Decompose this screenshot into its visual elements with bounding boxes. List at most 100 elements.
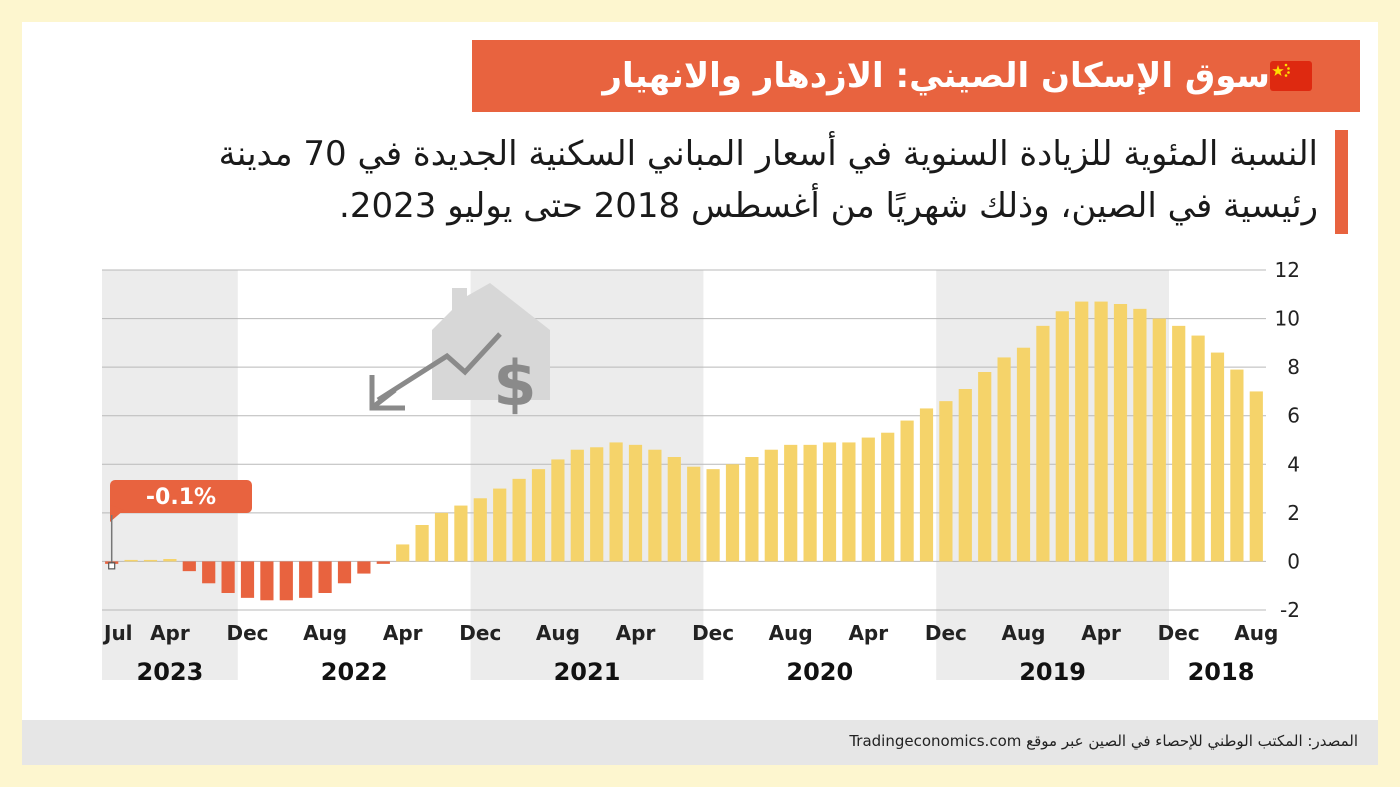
- year-label: 2021: [554, 658, 621, 686]
- chart-title: سوق الإسكان الصيني: الازدهار والانهيار: [602, 56, 1270, 96]
- bar-2021-11: [493, 488, 507, 562]
- bar-2021-08: [551, 459, 565, 562]
- source-footer: المصدر: المكتب الوطني للإحصاء في الصين ع…: [22, 720, 1378, 765]
- y-tick-label: 0: [1287, 549, 1300, 573]
- bar-2023-01: [221, 561, 235, 593]
- subtitle-accent-bar: [1335, 130, 1348, 234]
- bar-2020-11: [725, 464, 740, 562]
- x-tick-label: Dec: [226, 621, 268, 645]
- x-tick-label: Aug: [303, 621, 347, 645]
- y-tick-label: 4: [1287, 452, 1300, 476]
- bar-2018-11: [1191, 335, 1205, 562]
- annotation-box: [110, 480, 252, 513]
- bar-2020-04: [861, 437, 875, 562]
- x-tick-label: Dec: [1158, 621, 1200, 645]
- bar-2019-04: [1094, 301, 1108, 562]
- bar-2020-03: [881, 432, 895, 562]
- x-tick-label: Dec: [925, 621, 967, 645]
- x-tick-label: Apr: [1081, 621, 1121, 645]
- bar-2020-06: [822, 442, 837, 562]
- year-labels: 2018 2019 2020 2021 2022 2023: [137, 658, 1255, 686]
- y-tick-label: 12: [1275, 258, 1300, 282]
- x-tick-label: Aug: [1001, 621, 1045, 645]
- house-price-icon: $: [369, 283, 550, 420]
- bar-2021-01: [687, 466, 701, 562]
- x-tick-label: Aug: [769, 621, 813, 645]
- x-tick-label: Aug: [1234, 621, 1278, 645]
- bar-2021-12: [473, 498, 487, 562]
- bar-2022-08: [318, 561, 332, 593]
- bar-2020-01: [919, 408, 934, 562]
- bar-2021-10: [512, 478, 526, 562]
- year-label: 2018: [1188, 658, 1255, 686]
- x-tick-label: Apr: [150, 621, 190, 645]
- bar-2023-03: [182, 561, 196, 572]
- y-axis: 12 10 8 6 4 2 0 -2: [1275, 258, 1300, 622]
- bar-2019-05: [1075, 301, 1089, 562]
- annotation-pointer: [110, 505, 124, 522]
- bar-2021-07: [570, 449, 584, 562]
- y-tick-label: 6: [1287, 404, 1300, 428]
- bar-2023-06: [124, 559, 138, 562]
- y-tick-label: 8: [1287, 355, 1300, 379]
- bar-2022-05: [376, 561, 390, 564]
- bar-2022-01: [454, 505, 468, 562]
- bar-2019-07: [1036, 325, 1050, 562]
- bar-2023-02: [202, 561, 216, 584]
- x-tick-label: Dec: [692, 621, 734, 645]
- year-band-2019: [936, 270, 1169, 680]
- bar-2022-11: [260, 561, 274, 601]
- bar-2023-05: [143, 559, 158, 562]
- year-band-2023: [102, 270, 238, 680]
- x-tick-label: Apr: [848, 621, 888, 645]
- year-label: 2023: [137, 658, 204, 686]
- bars: [105, 301, 1263, 601]
- year-label: 2022: [321, 658, 388, 686]
- bar-2021-03: [648, 449, 662, 562]
- bar-2022-02: [434, 512, 449, 562]
- bar-2020-08: [784, 444, 798, 562]
- year-bands: [102, 270, 1169, 680]
- bar-2018-08: [1249, 391, 1263, 562]
- annotation-marker: [108, 562, 116, 570]
- annotation-label: -0.1%: [146, 485, 216, 510]
- bar-2021-04: [628, 444, 643, 562]
- x-tick-label: Apr: [616, 621, 656, 645]
- bar-2018-10: [1210, 352, 1225, 562]
- bar-2019-06: [1055, 311, 1069, 562]
- x-tick-label: Aug: [536, 621, 580, 645]
- bar-2020-07: [803, 444, 817, 562]
- bar-2022-10: [279, 561, 293, 601]
- bar-2020-12: [706, 469, 720, 562]
- bar-2021-06: [590, 447, 604, 562]
- bar-2022-06: [357, 561, 371, 574]
- china-flag-icon: [1270, 61, 1312, 91]
- bar-2019-01: [1152, 318, 1166, 562]
- subtitle-block: النسبة المئوية للزيادة السنوية في أسعار …: [110, 128, 1348, 236]
- bar-2022-03: [415, 525, 429, 562]
- bar-2023-04: [163, 559, 177, 562]
- bar-2019-09: [997, 357, 1011, 562]
- bar-2021-09: [531, 469, 546, 562]
- title-banner: سوق الإسكان الصيني: الازدهار والانهيار: [472, 40, 1360, 112]
- x-tick-label: Jul: [102, 621, 133, 645]
- bar-2019-03: [1113, 304, 1128, 562]
- x-axis: Aug Dec Apr Aug Dec Apr Aug Dec Apr Aug Dec Apr Aug D…: [102, 621, 1278, 645]
- bar-2022-09: [299, 561, 313, 598]
- x-tick-label: Dec: [459, 621, 501, 645]
- bar-2019-12: [939, 401, 953, 562]
- bar-2020-10: [745, 457, 759, 562]
- bar-2022-04: [396, 544, 410, 562]
- annotation: -0.1%: [108, 480, 252, 570]
- bar-2021-02: [667, 457, 681, 562]
- bar-2019-11: [958, 389, 972, 562]
- bar-2019-10: [978, 372, 992, 562]
- gridlines: [102, 269, 1266, 611]
- chart-subtitle: النسبة المئوية للزيادة السنوية في أسعار …: [218, 134, 1318, 226]
- y-tick-label: 10: [1275, 307, 1300, 331]
- bar-2021-05: [609, 442, 623, 562]
- y-tick-label: -2: [1280, 598, 1300, 622]
- dollar-icon: $: [493, 347, 536, 420]
- bar-2022-12: [240, 561, 255, 598]
